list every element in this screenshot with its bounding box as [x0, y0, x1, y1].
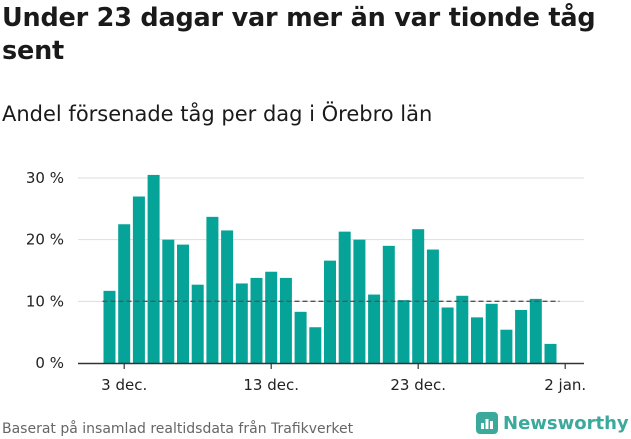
bar [309, 327, 322, 363]
y-tick-label: 30 % [26, 169, 64, 187]
y-tick-label: 20 % [26, 231, 64, 249]
bar-chart-icon [476, 412, 498, 434]
bar [529, 298, 542, 363]
y-tick-label: 0 % [35, 354, 64, 372]
brand-name: Newsworthy [503, 412, 629, 434]
bar [382, 245, 395, 363]
bar [544, 343, 557, 363]
bar [397, 300, 410, 363]
bar [294, 311, 307, 363]
source-note: Baserat på insamlad realtidsdata från Tr… [2, 421, 354, 437]
bar [177, 244, 189, 363]
bar [279, 277, 292, 363]
bar [515, 309, 528, 363]
x-tick-label: 3 dec. [101, 376, 147, 394]
bar [412, 229, 425, 363]
y-tick-label: 10 % [26, 292, 64, 310]
bar [103, 290, 116, 363]
bar-layer [103, 174, 557, 363]
x-tick-label: 23 dec. [390, 376, 446, 394]
bar [235, 283, 248, 363]
bar [471, 317, 483, 363]
bar [324, 260, 336, 363]
bar [368, 294, 381, 363]
brand-logo: Newsworthy [476, 409, 629, 437]
bar [118, 224, 131, 363]
axis-layer: 0 % 10 % 20 % 30 % 3 dec. 13 dec. 23 dec. 2 jan… [26, 169, 586, 394]
bar [147, 174, 160, 363]
chart-title: Under 23 dagar var mer än var tionde tåg… [2, 3, 596, 66]
bar [221, 230, 234, 363]
bar [206, 216, 219, 363]
x-tick-label: 13 dec. [243, 376, 299, 394]
bar [132, 196, 145, 363]
chart-subtitle: Andel försenade tåg per dag i Örebro län [2, 102, 433, 126]
bar [191, 284, 204, 363]
bar [456, 295, 469, 363]
bar [250, 277, 263, 363]
bar [485, 303, 498, 363]
bar [338, 231, 351, 363]
bar [265, 271, 278, 363]
x-tick-label: 2 jan. [544, 376, 586, 394]
bar [426, 249, 439, 363]
bar-chart: 0 % 10 % 20 % 30 % 3 dec. 13 dec. 23 dec. 2 jan… [26, 169, 586, 394]
bar [441, 307, 454, 363]
bar [500, 329, 513, 363]
